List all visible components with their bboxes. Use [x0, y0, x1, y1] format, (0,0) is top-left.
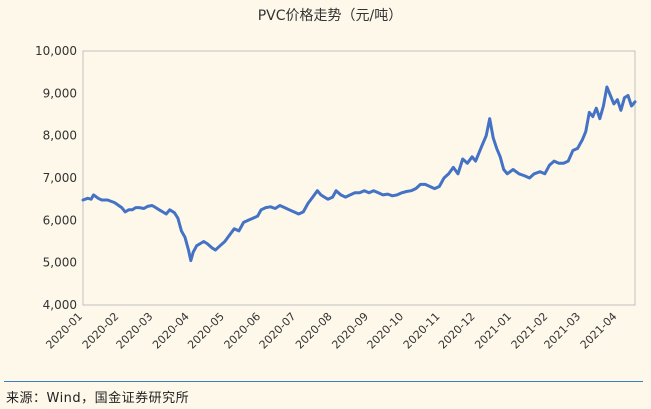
plot-area-frame [82, 50, 636, 306]
series-line [81, 85, 637, 263]
x-axis-tick-labels: 2020-012020-022020-032020-042020-052020-… [43, 310, 619, 352]
y-tick-label: 7,000 [43, 171, 77, 185]
x-tick-label: 2020-11 [401, 310, 443, 352]
y-tick-label: 4,000 [43, 298, 77, 312]
y-axis-tick-labels: 4,000 5,000 6,000 7,000 8,000 9,000 10,000 [35, 44, 77, 312]
y-tick-label: 5,000 [43, 256, 77, 270]
x-tick-label: 2020-02 [80, 310, 122, 352]
x-tick-label: 2020-09 [329, 310, 371, 352]
x-tick-label: 2020-10 [365, 310, 407, 352]
x-tick-label: 2021-03 [542, 310, 584, 352]
x-tick-label: 2021-01 [472, 310, 514, 352]
x-tick-label: 2020-01 [43, 310, 85, 352]
y-tick-label: 10,000 [35, 44, 77, 58]
source-note: 来源：Wind，国金证券研究所 [6, 391, 190, 406]
x-tick-label: 2020-12 [436, 310, 478, 352]
chart-title: PVC价格走势（元/吨） [258, 8, 403, 24]
x-tick-label: 2020-06 [222, 310, 264, 352]
x-tick-label: 2020-07 [257, 310, 299, 352]
series-layer [81, 85, 637, 263]
y-tick-label: 6,000 [43, 213, 77, 227]
x-tick-label: 2020-08 [293, 310, 335, 352]
source-divider [4, 381, 643, 382]
x-tick-label: 2020-04 [150, 310, 192, 352]
x-tick-label: 2021-04 [578, 310, 620, 352]
y-tick-label: 9,000 [43, 86, 77, 100]
y-tick-label: 8,000 [43, 129, 77, 143]
x-tick-label: 2020-05 [185, 310, 227, 352]
x-tick-label: 2020-03 [114, 310, 156, 352]
